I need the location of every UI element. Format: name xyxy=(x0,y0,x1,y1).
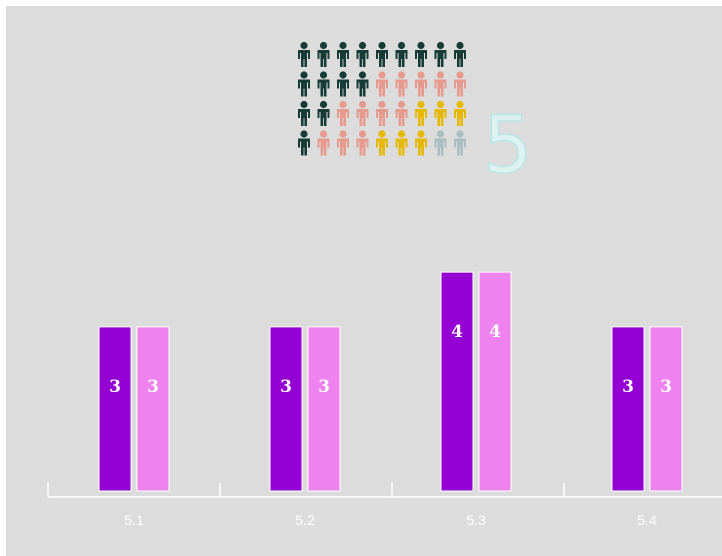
person-icon xyxy=(298,41,310,67)
person-icon xyxy=(454,100,466,126)
person-icon xyxy=(298,130,310,156)
person-icon xyxy=(415,41,427,67)
x-tick-label: 5.3 xyxy=(466,512,486,528)
bar xyxy=(307,326,341,492)
person-icon xyxy=(356,100,369,126)
person-icon xyxy=(317,130,330,156)
bar xyxy=(440,271,474,492)
pictogram-value: 5 xyxy=(483,101,533,191)
person-icon xyxy=(454,71,466,97)
bar xyxy=(478,271,512,492)
person-icon xyxy=(454,130,466,156)
person-icon xyxy=(356,71,369,97)
person-icon xyxy=(317,100,330,126)
x-tick-label: 5.2 xyxy=(295,512,315,528)
person-icon xyxy=(376,130,388,156)
bar-value-label: 3 xyxy=(280,377,292,397)
person-icon xyxy=(415,100,427,126)
person-icon xyxy=(395,130,408,156)
person-icon xyxy=(395,71,408,97)
person-icon xyxy=(434,71,447,97)
person-icon xyxy=(434,100,447,126)
person-icon xyxy=(434,130,447,156)
person-icon xyxy=(337,100,349,126)
x-axis: 5.1 5.2 5.3 5.4 xyxy=(47,483,722,528)
person-icon xyxy=(337,41,349,67)
x-tick-label: 5.1 xyxy=(124,512,144,528)
person-icon xyxy=(298,100,310,126)
chart-area: 5 5.1 5.2 5.3 5.4 3 3 3 3 4 4 3 3 xyxy=(6,6,722,556)
person-icon xyxy=(317,41,330,67)
bar xyxy=(269,326,303,492)
person-icon xyxy=(356,130,369,156)
person-icon xyxy=(356,41,369,67)
bar-value-label: 3 xyxy=(147,377,159,397)
bar-value-label: 3 xyxy=(109,377,121,397)
person-icon xyxy=(337,130,349,156)
person-icon xyxy=(395,100,408,126)
bar-value-label: 4 xyxy=(489,322,501,342)
person-icon xyxy=(395,41,408,67)
person-icon xyxy=(376,41,388,67)
person-icon xyxy=(376,100,388,126)
person-icon xyxy=(317,71,330,97)
bar-value-label: 3 xyxy=(660,377,672,397)
bar xyxy=(98,326,132,492)
person-icon xyxy=(415,71,427,97)
people-pictogram xyxy=(298,41,466,156)
person-icon xyxy=(434,41,447,67)
bar-value-label: 3 xyxy=(318,377,330,397)
bar xyxy=(136,326,170,492)
bar xyxy=(611,326,645,492)
x-tick-label: 5.4 xyxy=(637,512,657,528)
person-icon xyxy=(298,71,310,97)
bars: 3 3 3 3 4 4 3 3 xyxy=(98,271,683,492)
person-icon xyxy=(337,71,349,97)
person-icon xyxy=(376,71,388,97)
bar xyxy=(649,326,683,492)
bar-chart: 5 5.1 5.2 5.3 5.4 3 3 3 3 4 4 3 3 xyxy=(47,41,722,528)
person-icon xyxy=(454,41,466,67)
bar-value-label: 3 xyxy=(622,377,634,397)
bar-value-label: 4 xyxy=(451,322,463,342)
person-icon xyxy=(415,130,427,156)
